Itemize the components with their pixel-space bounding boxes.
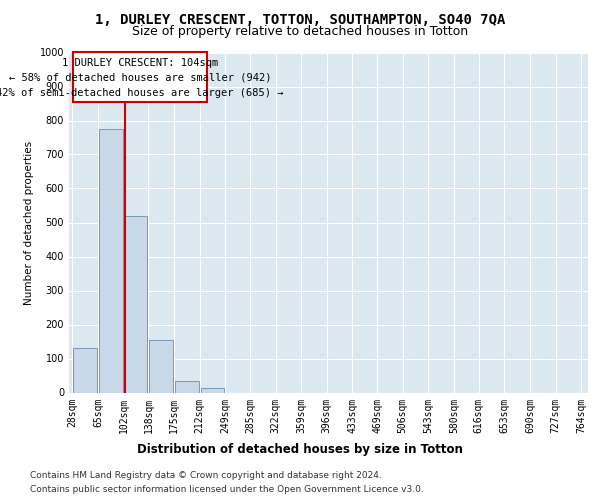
Text: Size of property relative to detached houses in Totton: Size of property relative to detached ho… — [132, 25, 468, 38]
Text: Contains public sector information licensed under the Open Government Licence v3: Contains public sector information licen… — [30, 485, 424, 494]
Bar — [175, 380, 199, 392]
Text: 1, DURLEY CRESCENT, TOTTON, SOUTHAMPTON, SO40 7QA: 1, DURLEY CRESCENT, TOTTON, SOUTHAMPTON,… — [95, 12, 505, 26]
Bar — [125, 216, 148, 392]
Bar — [73, 348, 97, 393]
Text: Contains HM Land Registry data © Crown copyright and database right 2024.: Contains HM Land Registry data © Crown c… — [30, 471, 382, 480]
Bar — [99, 129, 122, 392]
Bar — [73, 52, 206, 102]
Text: Distribution of detached houses by size in Totton: Distribution of detached houses by size … — [137, 442, 463, 456]
Text: ← 58% of detached houses are smaller (942): ← 58% of detached houses are smaller (94… — [8, 73, 271, 83]
Text: 42% of semi-detached houses are larger (685) →: 42% of semi-detached houses are larger (… — [0, 88, 284, 98]
Bar — [149, 340, 173, 392]
Text: 1 DURLEY CRESCENT: 104sqm: 1 DURLEY CRESCENT: 104sqm — [62, 58, 218, 68]
Y-axis label: Number of detached properties: Number of detached properties — [24, 140, 34, 304]
Bar — [200, 388, 224, 392]
